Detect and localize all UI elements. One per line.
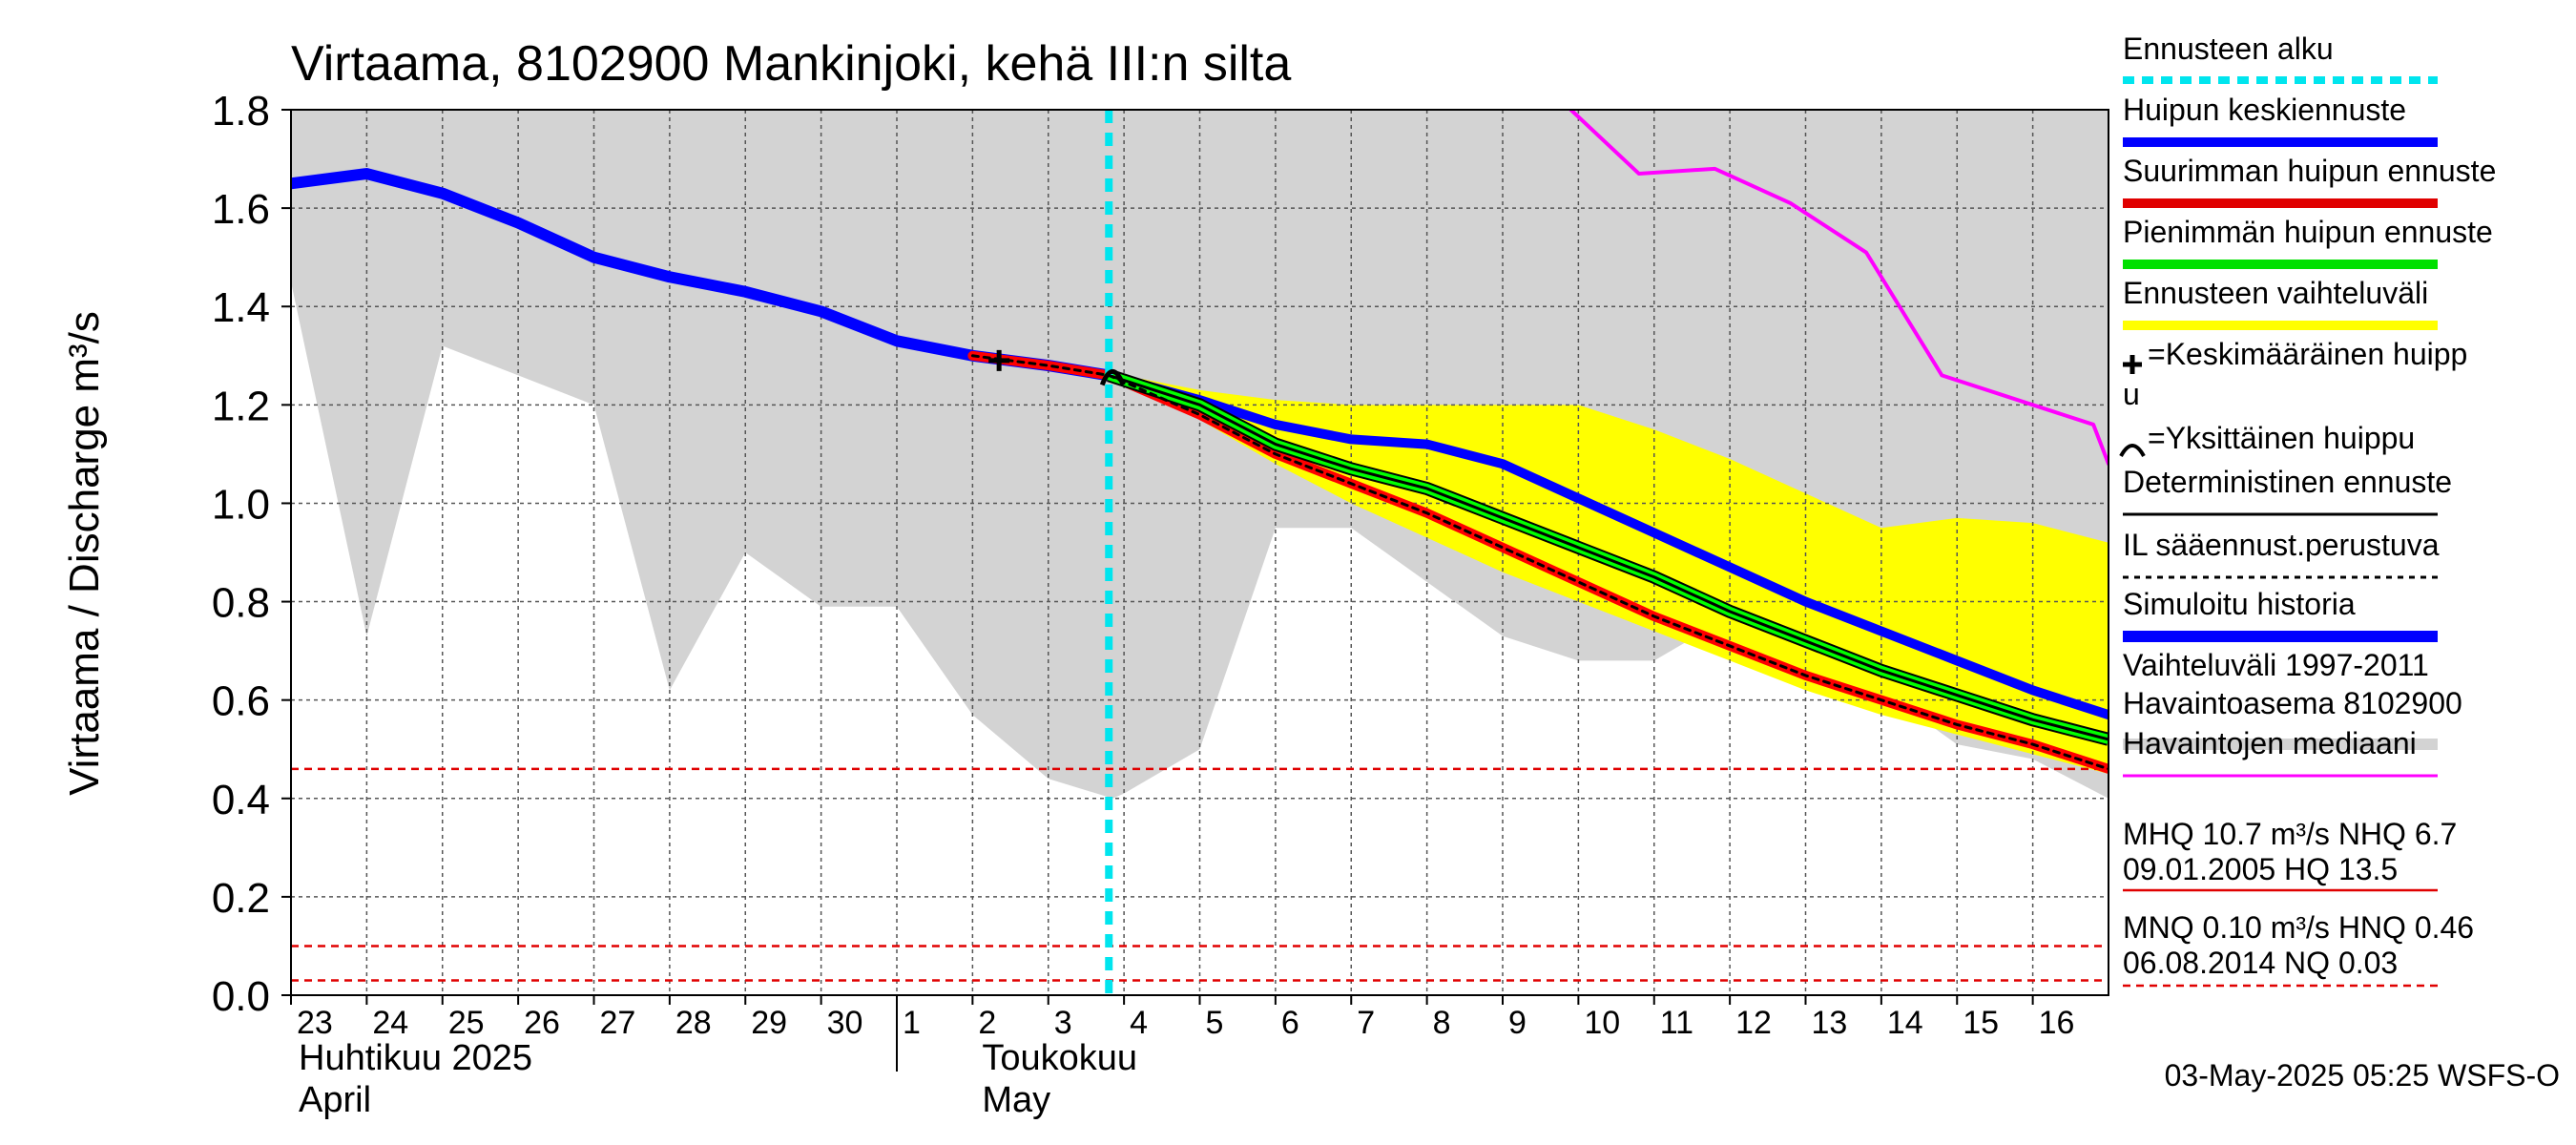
x-tick-label: 29: [751, 1005, 787, 1041]
month-label-fi: Huhtikuu 2025: [299, 1038, 532, 1078]
x-tick-label: 3: [1054, 1005, 1072, 1041]
x-tick-label: 9: [1508, 1005, 1527, 1041]
x-tick-label: 27: [600, 1005, 636, 1041]
x-tick-label: 14: [1887, 1005, 1923, 1041]
chart-title: Virtaama, 8102900 Mankinjoki, kehä III:n…: [291, 36, 1291, 92]
y-tick-label: 0.0: [212, 973, 270, 1020]
legend-label-line2: Havaintoasema 8102900: [2123, 686, 2462, 720]
month-label-fi: Toukokuu: [982, 1038, 1137, 1078]
x-tick-label: 8: [1433, 1005, 1451, 1041]
legend-label: IL sääennust.perustuva: [2123, 528, 2440, 562]
y-tick-label: 1.4: [212, 284, 270, 331]
legend-label: Suurimman huipun ennuste: [2123, 154, 2496, 188]
legend-label: Huipun keskiennuste: [2123, 93, 2406, 127]
plot-area: [291, 110, 2109, 995]
x-tick-label: 26: [524, 1005, 560, 1041]
x-tick-label: 23: [297, 1005, 333, 1041]
legend-label: Simuloitu historia: [2123, 587, 2356, 621]
legend-label: Havaintojen mediaani: [2123, 726, 2417, 760]
legend-label: =Keskimääräinen huipp: [2148, 337, 2467, 371]
x-tick-label: 2: [978, 1005, 996, 1041]
footer-timestamp: 03-May-2025 05:25 WSFS-O: [2165, 1058, 2560, 1093]
x-tick-label: 24: [372, 1005, 408, 1041]
legend-label: Deterministinen ennuste: [2123, 465, 2452, 499]
legend-mhq-line2: 09.01.2005 HQ 13.5: [2123, 852, 2398, 886]
legend-arc-icon: [2119, 444, 2146, 458]
legend-mnq-line2: 06.08.2014 NQ 0.03: [2123, 946, 2398, 980]
x-tick-label: 4: [1130, 1005, 1148, 1041]
y-tick-label: 1.8: [212, 88, 270, 135]
plot-content: [291, 110, 2109, 995]
series-il-s-ennust-perustuva: [970, 354, 2109, 771]
y-tick-label: 0.6: [212, 678, 270, 725]
legend-mhq-line1: MHQ 10.7 m³/s NHQ 6.7: [2123, 817, 2457, 851]
legend: Ennusteen alku Huipun keskiennuste Suurimm…: [2119, 31, 2496, 988]
mean-peak-marker: [988, 349, 1010, 371]
x-tick-label: 13: [1812, 1005, 1848, 1041]
series-deterministinen-ennuste: [1107, 373, 2109, 741]
x-tick-label: 5: [1206, 1005, 1224, 1041]
legend-mnq-line1: MNQ 0.10 m³/s HNQ 0.46: [2123, 910, 2474, 945]
x-tick-label: 16: [2039, 1005, 2075, 1041]
axes: 0.00.20.40.60.81.01.21.41.61.823 24 25 26 27…: [212, 88, 2109, 1120]
x-tick-label: 30: [827, 1005, 863, 1041]
legend-label: Vaihteluväli 1997-2011: [2123, 648, 2429, 682]
y-axis-label: Virtaama / Discharge m³/s: [61, 311, 108, 796]
x-tick-label: 15: [1963, 1005, 1999, 1041]
x-tick-label: 28: [675, 1005, 712, 1041]
y-tick-label: 0.2: [212, 875, 270, 922]
x-tick-label: 11: [1660, 1005, 1693, 1041]
single-peak-marker: [1099, 369, 1126, 386]
x-tick-label: 12: [1735, 1005, 1772, 1041]
series-huipun-keskiennuste: [1104, 370, 2109, 720]
month-label-en: May: [982, 1080, 1050, 1120]
y-tick-label: 1.6: [212, 186, 270, 233]
legend-label-line2: u: [2123, 377, 2140, 411]
legend-label: Pienimmän huipun ennuste: [2123, 215, 2493, 249]
x-tick-label: 1: [903, 1005, 921, 1041]
legend-label: Ennusteen vaihteluväli: [2123, 276, 2428, 310]
series-havaintojen-mediaani: [1568, 110, 2109, 467]
x-tick-label: 10: [1584, 1005, 1620, 1041]
legend-plus-icon: [2123, 355, 2142, 374]
y-tick-label: 1.0: [212, 481, 270, 528]
y-tick-label: 0.4: [212, 777, 270, 823]
y-tick-label: 0.8: [212, 580, 270, 627]
legend-label: Ennusteen alku: [2123, 31, 2334, 66]
x-tick-label: 7: [1357, 1005, 1375, 1041]
legend-label: =Yksittäinen huippu: [2148, 421, 2415, 455]
month-label-en: April: [299, 1080, 371, 1120]
y-tick-label: 1.2: [212, 383, 270, 429]
x-tick-label: 6: [1281, 1005, 1299, 1041]
x-tick-label: 25: [448, 1005, 485, 1041]
